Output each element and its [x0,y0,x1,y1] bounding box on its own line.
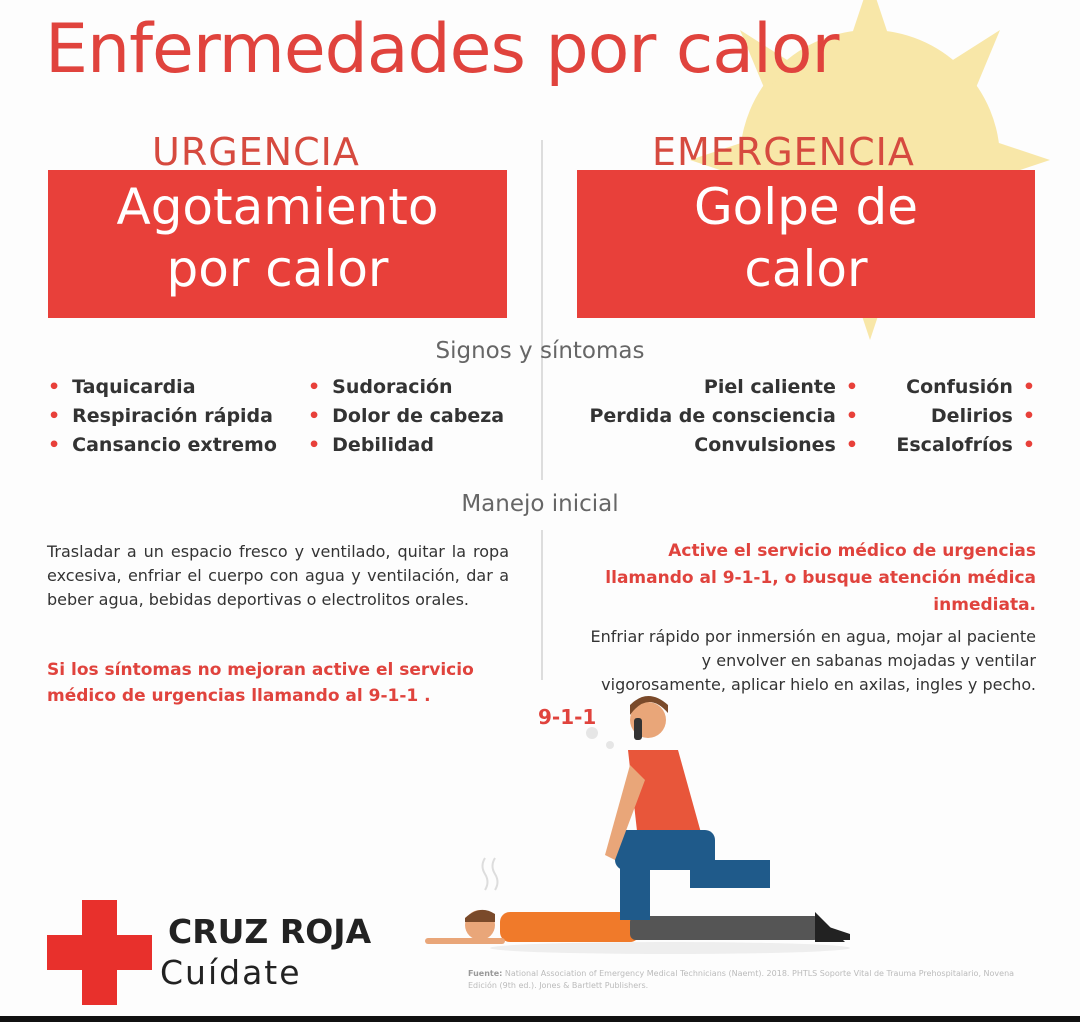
category-emergencia: EMERGENCIA [652,130,915,174]
signs-heading: Signos y síntomas [435,338,645,364]
brand-name: CRUZ ROJA [168,912,372,951]
source-citation: Fuente: National Association of Emergenc… [468,968,1038,992]
box-line: por calor [166,240,389,298]
symptom: Respiración rápida [48,405,277,434]
symptom: Taquicardia [48,376,277,405]
bottom-border [0,1016,1080,1022]
left-warning-text: Si los síntomas no mejoran active el ser… [47,660,474,706]
left-symptoms-col1: Taquicardia Respiración rápida Cansancio… [48,376,277,463]
symptom: Convulsiones [589,434,858,463]
source-text: National Association of Emergency Medica… [468,969,1015,990]
right-symptoms-col1: Piel caliente Perdida de consciencia Con… [589,376,858,463]
symptom: Perdida de consciencia [589,405,858,434]
symptom: Debilidad [308,434,504,463]
right-management-text: Enfriar rápido por inmersión en agua, mo… [590,627,1036,694]
category-urgencia: URGENCIA [152,130,360,174]
left-symptoms-col2: Sudoración Dolor de cabeza Debilidad [308,376,504,463]
symptom: Escalofríos [896,434,1035,463]
divider [541,140,543,480]
heat-exhaustion-box: Agotamiento por calor [48,170,507,318]
right-warning-text: Active el servicio médico de urgencias l… [605,541,1036,615]
symptom: Delirios [896,405,1035,434]
symptom: Sudoración [308,376,504,405]
phone-bubble-911: 9-1-1 [538,705,597,729]
box-line: Golpe de [693,178,919,236]
box-line: calor [744,240,868,298]
symptom: Confusión [896,376,1035,405]
symptom: Cansancio extremo [48,434,277,463]
left-management-text: Trasladar a un espacio fresco y ventilad… [47,542,509,609]
management-heading: Manejo inicial [461,491,619,517]
page-title: Enfermedades por calor [45,10,839,89]
source-label: Fuente: [468,969,503,978]
red-cross-logo [47,900,152,1005]
symptom: Dolor de cabeza [308,405,504,434]
divider [541,530,543,680]
heat-stroke-box: Golpe de calor [577,170,1035,318]
first-aid-illustration [425,696,850,954]
box-line: Agotamiento [116,178,439,236]
brand-tagline: Cuídate [160,953,302,992]
symptom: Piel caliente [589,376,858,405]
right-symptoms-col2: Confusión Delirios Escalofríos [896,376,1035,463]
